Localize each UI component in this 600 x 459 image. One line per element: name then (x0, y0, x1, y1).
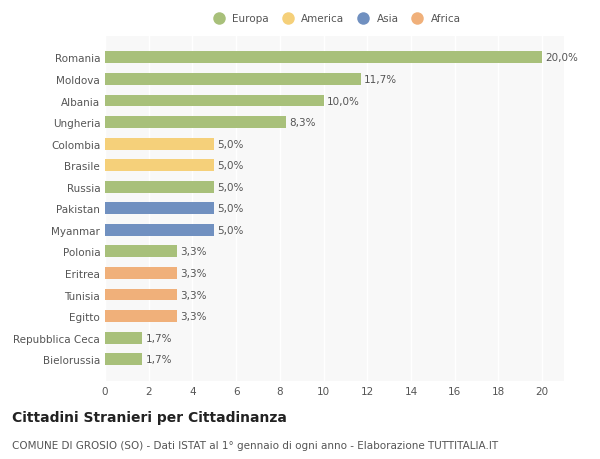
Bar (105, 139, 214, 150)
Text: 3,3%: 3,3% (181, 247, 207, 257)
Bar (105, 160, 214, 172)
Text: 3,3%: 3,3% (181, 290, 207, 300)
Bar (105, 117, 286, 129)
Text: 8,3%: 8,3% (290, 118, 316, 128)
Text: 11,7%: 11,7% (364, 75, 397, 85)
Text: COMUNE DI GROSIO (SO) - Dati ISTAT al 1° gennaio di ogni anno - Elaborazione TUT: COMUNE DI GROSIO (SO) - Dati ISTAT al 1°… (12, 440, 498, 450)
Bar (105, 52, 542, 64)
Text: Cittadini Stranieri per Cittadinanza: Cittadini Stranieri per Cittadinanza (12, 411, 287, 425)
Bar (105, 181, 214, 193)
Text: 5,0%: 5,0% (218, 182, 244, 192)
Text: 5,0%: 5,0% (218, 225, 244, 235)
Text: 1,7%: 1,7% (145, 333, 172, 343)
Legend: Europa, America, Asia, Africa: Europa, America, Asia, Africa (208, 14, 461, 24)
Bar (105, 95, 323, 107)
Bar (105, 246, 177, 258)
Bar (105, 224, 214, 236)
Text: 1,7%: 1,7% (145, 354, 172, 364)
Text: 5,0%: 5,0% (218, 161, 244, 171)
Bar (105, 353, 142, 365)
Bar (105, 203, 214, 215)
Text: 3,3%: 3,3% (181, 311, 207, 321)
Bar (105, 289, 177, 301)
Text: 5,0%: 5,0% (218, 204, 244, 214)
Bar (105, 310, 177, 322)
Text: 3,3%: 3,3% (181, 269, 207, 278)
Text: 10,0%: 10,0% (327, 96, 360, 106)
Bar (105, 332, 142, 344)
Bar (105, 268, 177, 279)
Text: 20,0%: 20,0% (545, 53, 578, 63)
Bar (105, 74, 361, 86)
Text: 5,0%: 5,0% (218, 140, 244, 149)
